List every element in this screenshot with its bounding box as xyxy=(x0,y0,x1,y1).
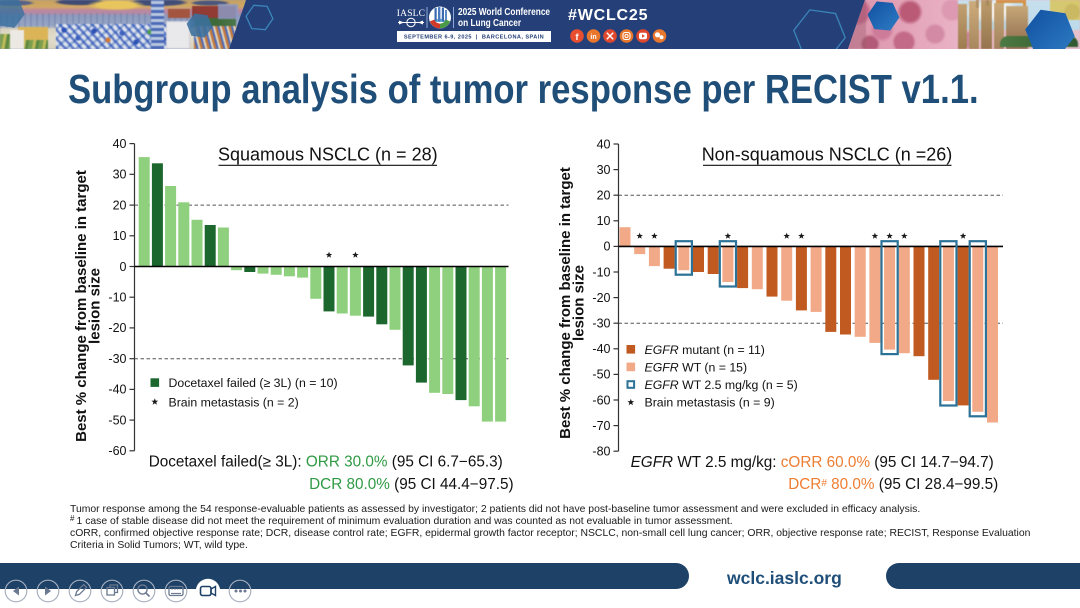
svg-text:-20: -20 xyxy=(592,291,610,305)
svg-text:-10: -10 xyxy=(592,265,610,279)
svg-text:DCR 80.0% (95 CI 44.4−97.5): DCR 80.0% (95 CI 44.4−97.5) xyxy=(309,476,513,493)
svg-text:lesion size: lesion size xyxy=(570,265,587,341)
svg-text:-70: -70 xyxy=(592,419,610,433)
svg-text:IASLC: IASLC xyxy=(397,9,425,19)
svg-text:Brain metastasis (n = 2): Brain metastasis (n = 2) xyxy=(169,396,299,410)
svg-text:30: 30 xyxy=(113,168,127,182)
svg-text:Squamous NSCLC (n = 28): Squamous NSCLC (n = 28) xyxy=(218,145,438,165)
svg-text:-10: -10 xyxy=(108,291,126,305)
svg-text:DCR# 80.0% (95 CI 28.4−99.5): DCR# 80.0% (95 CI 28.4−99.5) xyxy=(788,476,998,493)
svg-text:Docetaxel failed(≥ 3L): ORR 30: Docetaxel failed(≥ 3L): ORR 30.0% (95 CI… xyxy=(149,454,503,471)
svg-text:Brain metastasis (n = 9): Brain metastasis (n = 9) xyxy=(645,396,775,410)
svg-text:20: 20 xyxy=(597,189,611,203)
svg-text:Best % change from baseline in: Best % change from baseline in target xyxy=(73,170,90,442)
svg-text:-40: -40 xyxy=(108,383,126,397)
svg-text:-40: -40 xyxy=(592,342,610,356)
svg-text:in: in xyxy=(590,34,596,41)
svg-text:-60: -60 xyxy=(592,393,610,407)
svg-text:EGFR WT 2.5 mg/kg (n = 5): EGFR WT 2.5 mg/kg (n = 5) xyxy=(645,378,798,392)
svg-text:-20: -20 xyxy=(108,321,126,335)
svg-text:20: 20 xyxy=(113,198,127,212)
svg-text:10: 10 xyxy=(597,214,611,228)
svg-text:0: 0 xyxy=(120,260,127,274)
svg-text:-50: -50 xyxy=(108,413,126,427)
svg-text:Docetaxel failed (≥ 3L) (n = 1: Docetaxel failed (≥ 3L) (n = 10) xyxy=(169,376,338,390)
svg-text:40: 40 xyxy=(597,137,611,151)
svg-text:10: 10 xyxy=(113,229,127,243)
svg-text:EGFR mutant (n = 11): EGFR mutant (n = 11) xyxy=(645,343,765,357)
svg-text:30: 30 xyxy=(597,163,611,177)
svg-text:-60: -60 xyxy=(108,444,126,458)
svg-text:f: f xyxy=(575,32,579,43)
svg-text:Best % change from baseline in: Best % change from baseline in target xyxy=(557,167,574,439)
svg-text:-50: -50 xyxy=(592,368,610,382)
svg-text:Non-squamous NSCLC (n =26): Non-squamous NSCLC (n =26) xyxy=(702,145,953,165)
svg-text:0: 0 xyxy=(604,240,611,254)
svg-text:-30: -30 xyxy=(108,352,126,366)
svg-text:EGFR WT 2.5 mg/kg: cORR 60.0%: EGFR WT 2.5 mg/kg: cORR 60.0% (95 CI 14.… xyxy=(631,454,994,471)
svg-text:-80: -80 xyxy=(592,445,610,459)
svg-text:40: 40 xyxy=(113,137,127,151)
svg-text:-30: -30 xyxy=(592,317,610,331)
svg-text:lesion size: lesion size xyxy=(86,268,103,344)
svg-text:EGFR WT (n = 15): EGFR WT (n = 15) xyxy=(645,361,748,375)
